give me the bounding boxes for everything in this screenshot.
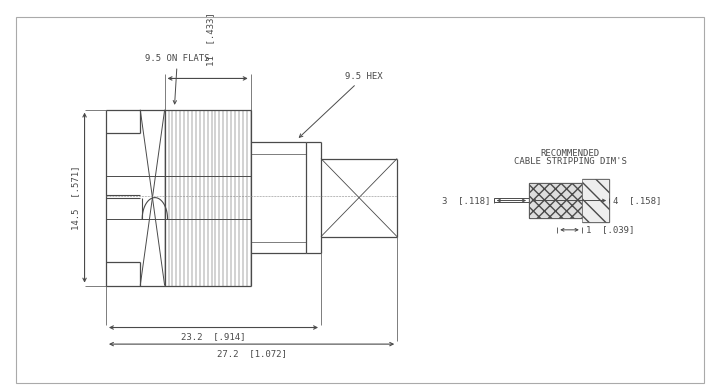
Text: 11  [.433]: 11 [.433] xyxy=(206,12,215,66)
Text: 4  [.158]: 4 [.158] xyxy=(613,196,662,205)
Text: 3  [.118]: 3 [.118] xyxy=(441,196,490,205)
Text: CABLE STRIPPING DIM'S: CABLE STRIPPING DIM'S xyxy=(513,157,626,166)
Text: 9.5 ON FLATS: 9.5 ON FLATS xyxy=(145,54,210,104)
Text: 14.5  [.571]: 14.5 [.571] xyxy=(71,165,80,230)
Text: RECOMMENDED: RECOMMENDED xyxy=(541,149,600,158)
Polygon shape xyxy=(529,183,582,218)
Text: 27.2  [1.072]: 27.2 [1.072] xyxy=(217,349,287,358)
Text: 23.2  [.914]: 23.2 [.914] xyxy=(181,332,246,341)
Text: 9.5 HEX: 9.5 HEX xyxy=(300,72,383,137)
Text: 1  [.039]: 1 [.039] xyxy=(585,225,634,234)
Polygon shape xyxy=(582,179,609,222)
